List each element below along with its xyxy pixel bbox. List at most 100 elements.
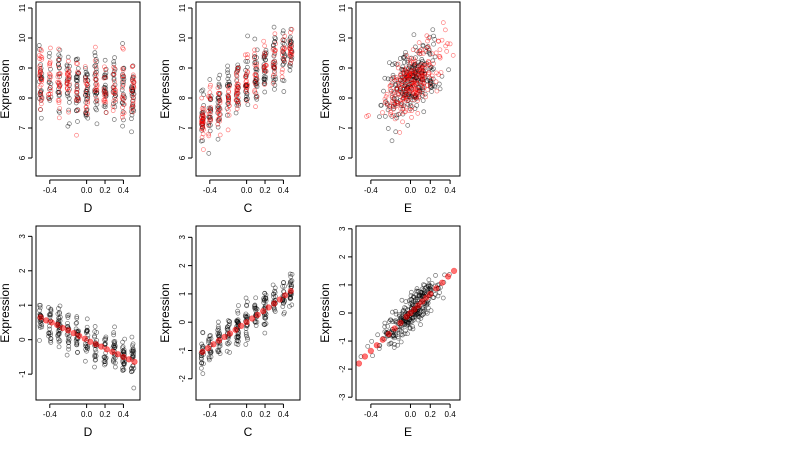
data-point	[200, 113, 206, 119]
data-point	[93, 76, 99, 82]
fit-point	[59, 324, 66, 332]
x-axis-title: E	[404, 425, 412, 439]
data-point	[207, 94, 212, 100]
data-point	[422, 91, 428, 97]
data-point	[129, 64, 135, 70]
y-tick-label: 10	[338, 33, 347, 42]
data-point	[235, 62, 241, 68]
fit-point	[204, 345, 212, 352]
data-point	[120, 41, 125, 46]
data-point	[102, 64, 107, 70]
y-tick-label: -2	[178, 375, 187, 383]
data-point	[66, 109, 71, 115]
data-point	[431, 41, 436, 47]
data-point	[208, 107, 214, 112]
data-point	[85, 343, 91, 349]
fit-point	[92, 341, 99, 348]
data-point	[409, 104, 415, 110]
fit-point	[445, 273, 452, 280]
data-point	[75, 66, 81, 71]
data-point	[37, 89, 43, 95]
data-point	[217, 107, 223, 112]
fit-point	[367, 347, 374, 354]
data-point	[245, 335, 250, 341]
data-point	[395, 65, 401, 71]
data-point	[385, 126, 391, 131]
data-point	[66, 68, 72, 74]
data-point	[426, 70, 431, 76]
data-point	[426, 62, 432, 67]
y-tick-label: 11	[178, 3, 187, 12]
fit-point	[423, 294, 430, 301]
data-point	[225, 341, 231, 347]
data-point	[387, 83, 393, 89]
data-point	[437, 86, 443, 92]
fit-point	[48, 319, 55, 326]
data-point	[102, 104, 108, 110]
data-point	[48, 45, 53, 51]
data-point	[365, 343, 371, 349]
data-point	[370, 353, 375, 359]
data-point	[130, 343, 135, 349]
data-point	[429, 73, 435, 79]
data-point	[440, 20, 446, 25]
data-point	[397, 84, 403, 90]
data-point	[253, 104, 258, 110]
fit-point	[419, 298, 426, 305]
data-point	[121, 110, 127, 116]
data-point	[437, 54, 443, 59]
data-point	[253, 295, 259, 301]
data-point	[102, 362, 107, 368]
data-point	[271, 291, 277, 297]
data-point	[400, 97, 405, 103]
data-point	[243, 330, 249, 335]
data-point	[386, 319, 392, 324]
data-point	[110, 104, 116, 109]
data-point	[131, 385, 137, 391]
data-point	[418, 322, 423, 327]
data-point	[383, 94, 389, 99]
data-point	[93, 357, 99, 363]
data-point	[262, 43, 267, 49]
data-point	[120, 339, 125, 345]
y-tick-label: 7	[178, 125, 187, 130]
data-point	[420, 79, 425, 84]
data-point	[200, 87, 206, 93]
data-point	[57, 311, 62, 316]
data-point	[445, 41, 450, 46]
data-point	[366, 113, 371, 118]
data-point	[226, 73, 232, 79]
data-point	[215, 85, 221, 91]
y-tick-label: 1	[338, 282, 347, 287]
data-point	[288, 278, 294, 284]
data-point	[57, 303, 63, 309]
fit-point	[407, 309, 414, 317]
data-point	[128, 105, 134, 111]
data-point	[129, 116, 134, 122]
data-point	[405, 98, 411, 103]
data-point	[121, 73, 126, 79]
data-point	[46, 96, 52, 101]
data-point	[390, 309, 395, 315]
fit-point	[373, 342, 380, 349]
data-point	[130, 348, 136, 353]
data-point	[65, 313, 70, 319]
data-point	[215, 136, 221, 142]
data-point	[101, 97, 107, 103]
data-point	[74, 98, 80, 103]
data-point	[37, 56, 43, 62]
data-point	[129, 334, 135, 340]
data-point	[120, 84, 125, 90]
data-point	[427, 82, 433, 88]
data-point	[216, 344, 222, 349]
y-tick-label: -2	[338, 365, 347, 373]
data-point	[446, 67, 451, 73]
data-point	[421, 62, 427, 68]
data-point	[392, 61, 398, 66]
data-point	[235, 319, 241, 325]
data-point	[121, 117, 126, 123]
data-point	[450, 53, 456, 58]
data-point	[226, 98, 231, 104]
data-point	[262, 89, 268, 95]
data-point	[388, 83, 393, 88]
